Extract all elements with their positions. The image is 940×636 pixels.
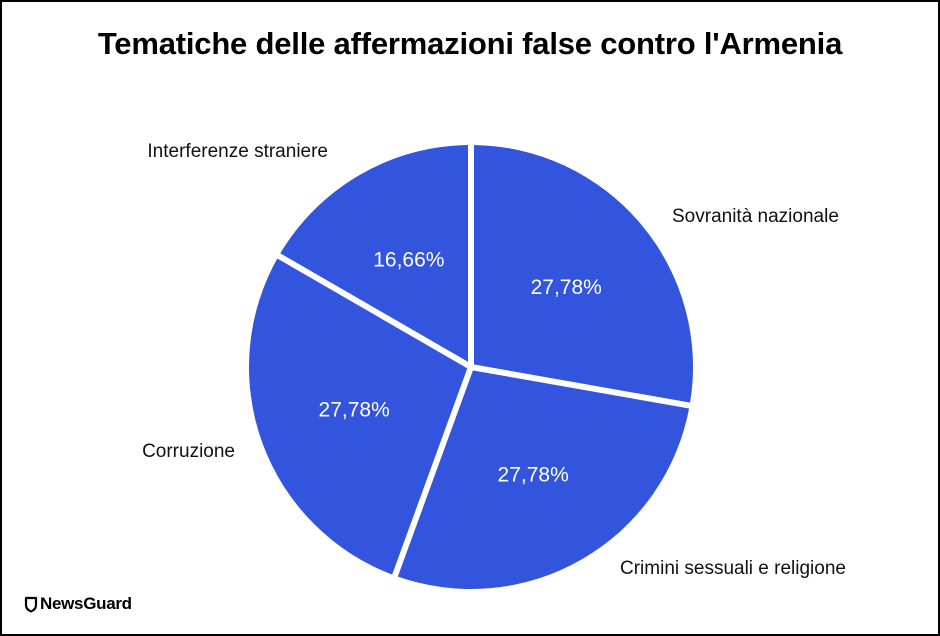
- category-label-interferenze-straniere: Interferenze straniere: [147, 141, 328, 162]
- slice-separator: [274, 251, 473, 370]
- value-label-crimini-sessuali-e-religione: 27,78%: [498, 464, 569, 487]
- value-label-corruzione: 27,78%: [319, 398, 390, 421]
- pie-separators: [274, 142, 694, 580]
- pie-category-labels: Sovranità nazionale Crimini sessuali e re…: [142, 141, 846, 579]
- category-label-crimini-sessuali-e-religione: Crimini sessuali e religione: [620, 558, 846, 579]
- shield-icon: [24, 596, 38, 613]
- value-label-interferenze-straniere: 16,66%: [373, 248, 444, 271]
- pie-slice-sovranita-nazionale: [471, 145, 693, 406]
- category-label-sovranita-nazionale: Sovranità nazionale: [672, 206, 839, 227]
- pie-value-labels: 27,78% 27,78% 27,78% 16,66%: [319, 248, 602, 486]
- newsguard-logo: NewsGuard: [24, 594, 132, 614]
- value-label-sovranita-nazionale: 27,78%: [531, 276, 602, 299]
- slice-separator: [391, 365, 474, 580]
- category-label-corruzione: Corruzione: [142, 441, 235, 462]
- pie-slice-crimini-sessuali-e-religione: [395, 367, 690, 590]
- brand-name: NewsGuard: [40, 594, 132, 613]
- slice-separator: [470, 364, 694, 410]
- pie-slice-interferenze-straniere: [278, 145, 471, 367]
- pie-slices: [249, 145, 693, 590]
- chart-title: Tematiche delle affermazioni false contr…: [97, 26, 843, 61]
